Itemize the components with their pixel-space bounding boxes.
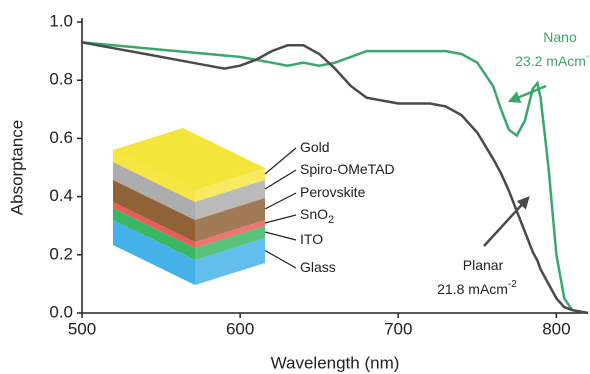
leader-line [264,214,297,224]
layer-front [113,162,195,220]
annotation-text: 21.8 mAcm [437,281,508,297]
y-tick-label: 0.0 [49,302,73,321]
layer-label: Spiro-OMeTAD [300,161,395,177]
layer-side [195,238,265,285]
nano-arrow [507,84,547,103]
layer-front [113,220,195,285]
y-tick-label: 0.6 [49,128,73,147]
leader-line [264,231,297,241]
x-axis-title: Wavelength (nm) [271,353,400,372]
layer-label-text: Spiro-OMeTAD [300,161,395,177]
series-line [81,41,589,315]
annotation-sup: -2 [508,279,517,290]
annotation-name: Planar [463,257,504,273]
layer-side [195,226,265,260]
layer-front [113,180,195,242]
layer-side [195,168,265,202]
layer-label-sub: 2 [328,214,334,226]
layer-side [195,198,265,242]
series-line [81,41,589,315]
layer-label: SnO2 [300,206,334,226]
y-tick-label: 0.4 [49,186,73,205]
layer-top [113,128,265,190]
annotation-value: 21.8 mAcm-2 [437,279,517,297]
layer-front [113,150,195,202]
y-axis-title: Absorptance [7,120,26,215]
x-tick-label: 800 [542,319,570,338]
annotation-name-text: Planar [463,257,504,273]
x-tick-label: 600 [226,319,254,338]
layer-label: Gold [300,139,330,155]
layer-label-text: Glass [300,259,336,275]
planar-arrow [483,196,530,247]
layer-label: ITO [300,231,323,247]
x-tick-label: 500 [68,319,96,338]
leader-line [264,192,297,210]
leader-line [264,249,297,269]
layer-front [113,208,195,260]
annotation-sup: -2 [586,51,590,62]
layer-label-text: SnO [300,206,328,222]
x-tick-label: 700 [384,319,412,338]
annotation-text: 23.2 mAcm [515,53,586,69]
layer-label-text: ITO [300,231,323,247]
layer-stack: Gold Spiro-OMeTAD Perovskite SnO2 ITO Glass [113,128,395,285]
leader-line [264,169,297,190]
y-tick-label: 0.8 [49,70,73,89]
annotation-name-text: Nano [543,29,577,45]
annotation-name: Nano [543,29,577,45]
layer-label-text: Perovskite [300,184,366,200]
layer-label-text: Gold [300,139,330,155]
y-tick-label: 0.2 [49,244,73,263]
y-tick-label: 1.0 [49,11,73,30]
layer-front [113,202,195,248]
layer-side [195,180,265,220]
annotation-value: 23.2 mAcm-2 [515,51,590,69]
layer-label: Glass [300,259,336,275]
leader-line [264,147,297,175]
layer-side [195,220,265,248]
layer-label: Perovskite [300,184,366,200]
